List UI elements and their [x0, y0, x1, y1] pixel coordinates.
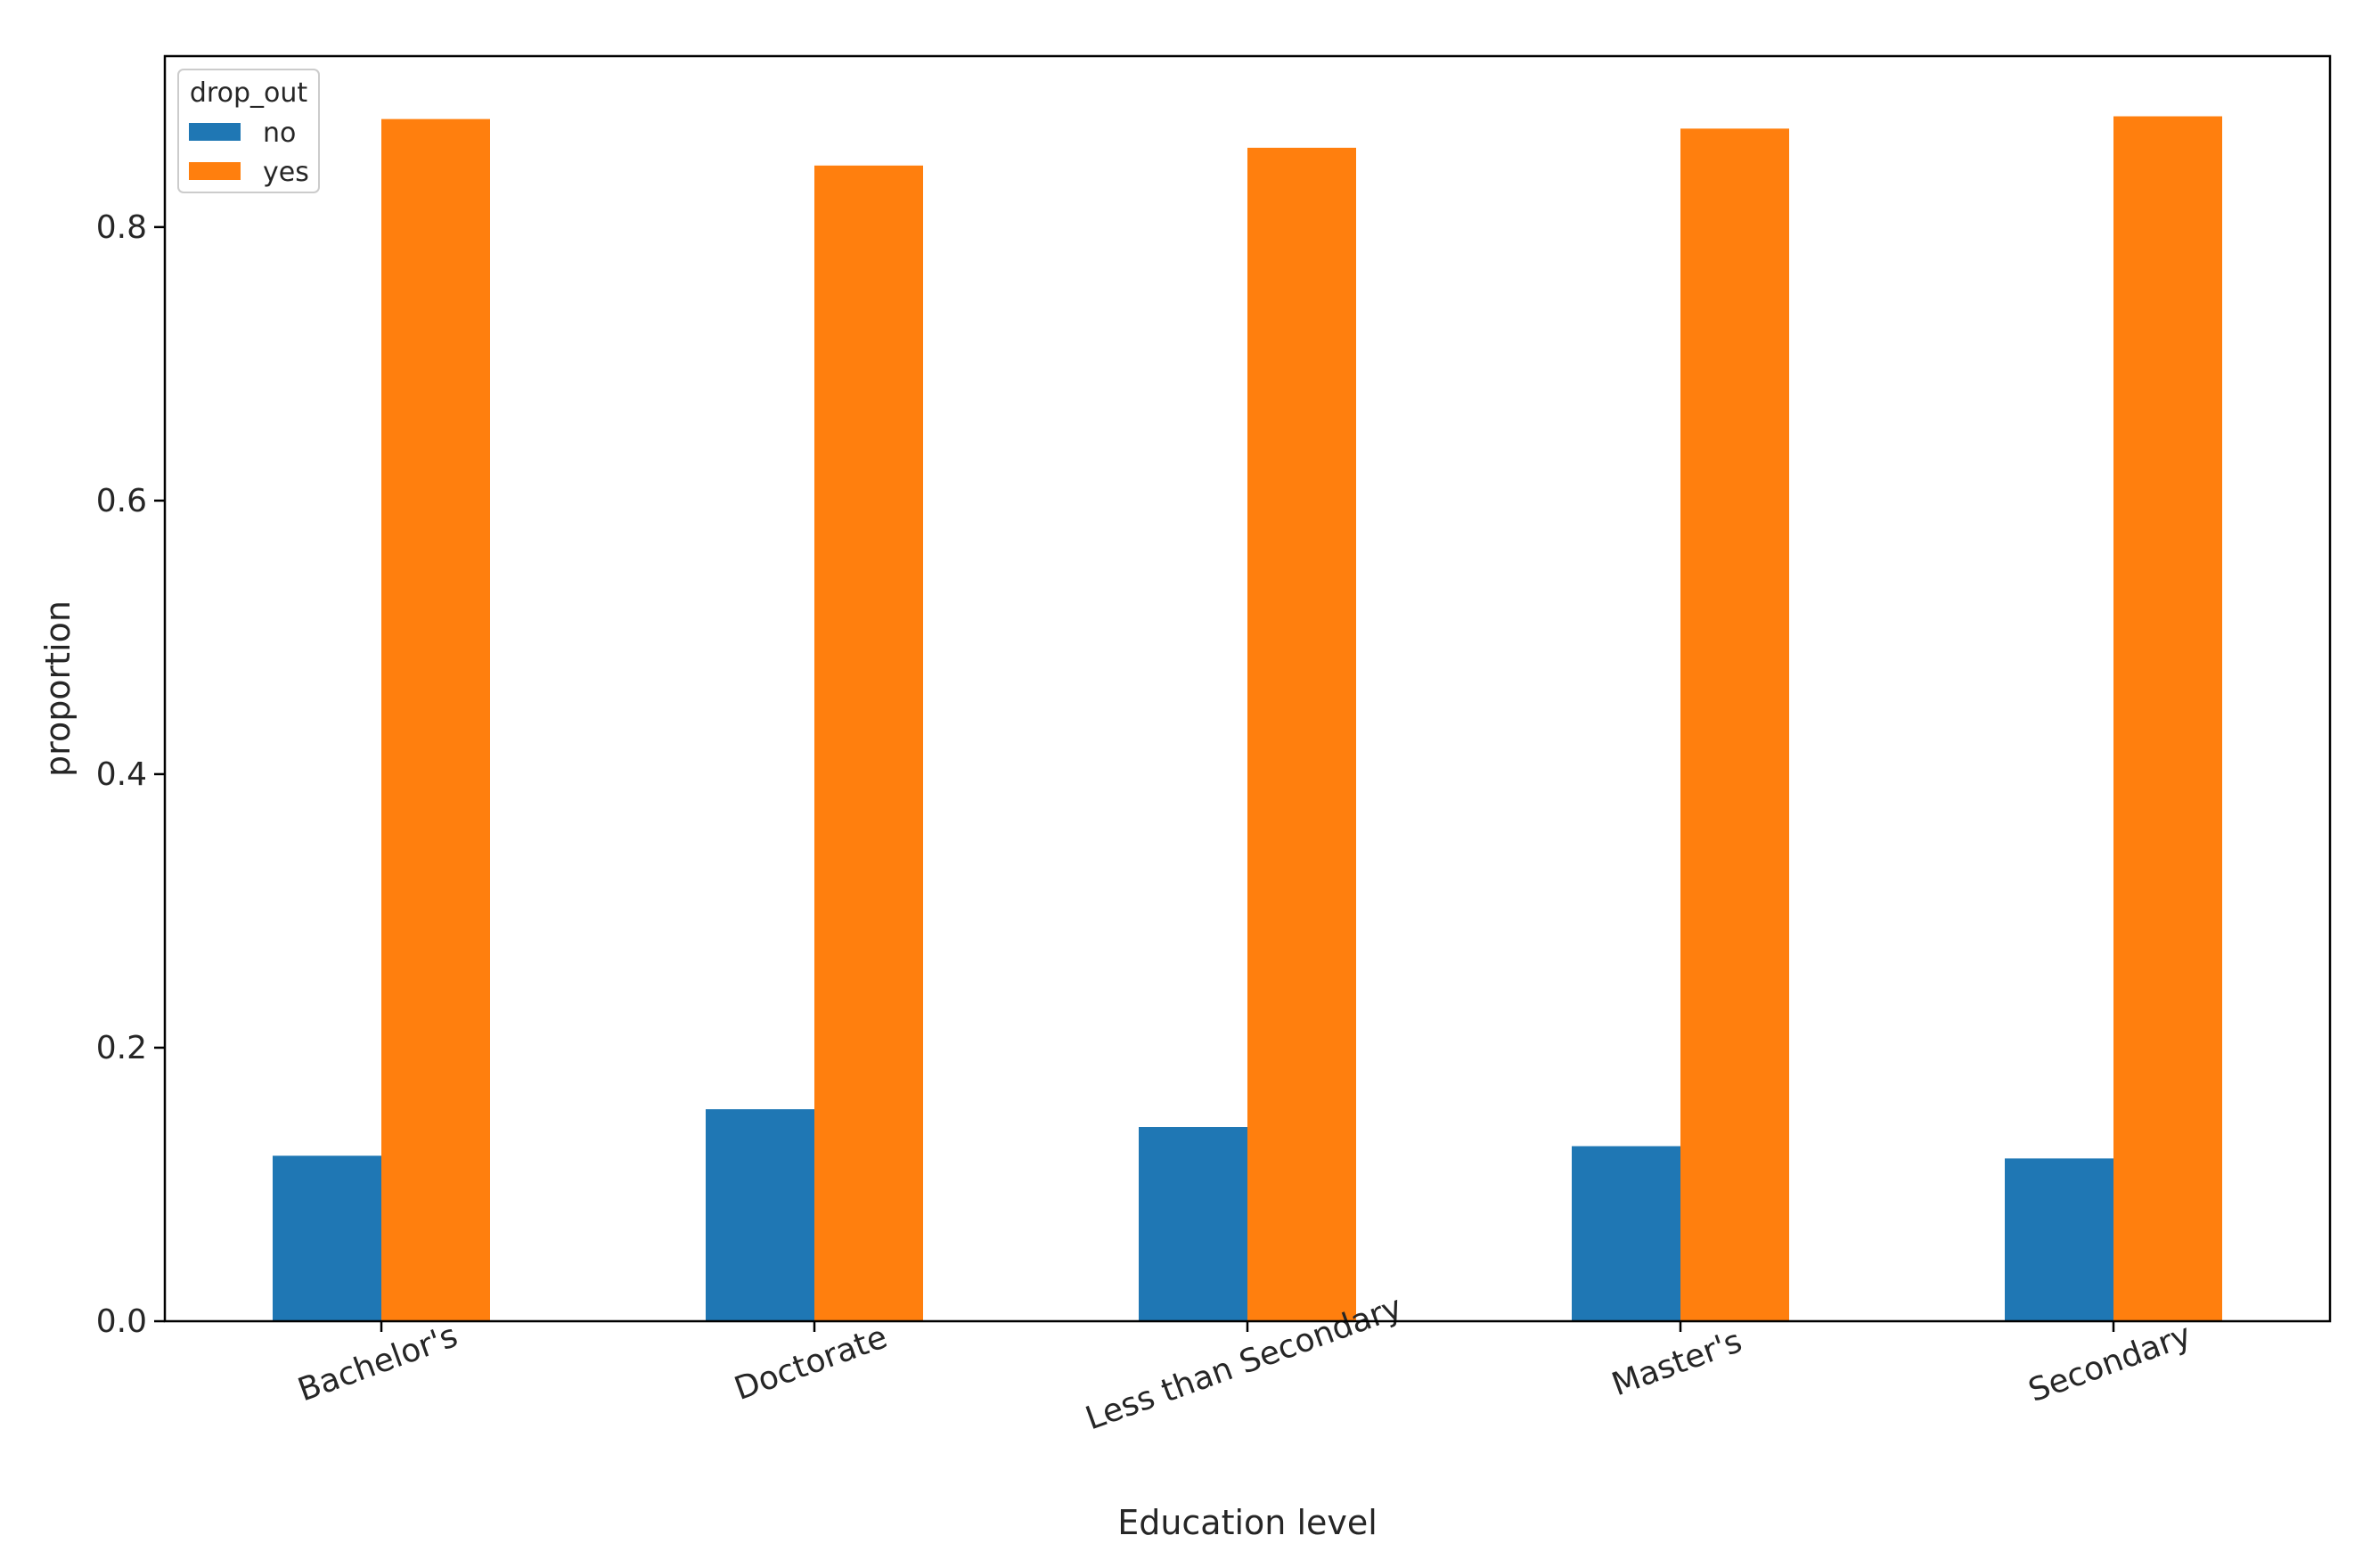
legend: drop_out no yes: [177, 69, 320, 193]
y-tick-label-1: 0.2: [96, 1030, 147, 1066]
bar-yes-4: [2113, 116, 2222, 1322]
y-tick-label-0: 0.0: [96, 1303, 147, 1340]
legend-box: [177, 69, 320, 193]
bar-no-0: [273, 1156, 381, 1321]
bar-no-3: [1572, 1146, 1680, 1321]
bar-yes-1: [814, 165, 923, 1322]
x-tick-label-0: Bachelor's: [293, 1318, 462, 1409]
legend-title: drop_out: [190, 78, 307, 109]
legend-swatch-yes: [189, 162, 241, 180]
y-tick-label-2: 0.4: [96, 756, 147, 793]
y-tick-label-4: 0.8: [96, 209, 147, 246]
x-tick-label-3: Master's: [1607, 1323, 1746, 1403]
plot-frame: [163, 54, 2332, 1323]
y-tick-label-3: 0.6: [96, 483, 147, 519]
bar-yes-2: [1247, 147, 1356, 1322]
legend-label-yes: yes: [263, 157, 309, 188]
x-tick-label-4: Secondary: [2023, 1317, 2195, 1409]
y-axis: 0.0 0.2 0.4 0.6 0.8: [96, 209, 165, 1340]
legend-items: no yes: [189, 118, 309, 188]
y-axis-label: proportion: [38, 600, 78, 777]
x-tick-label-1: Doctorate: [730, 1319, 892, 1408]
x-axis-label: Education level: [1117, 1503, 1378, 1542]
legend-label-no: no: [263, 118, 296, 149]
bars-group: [273, 116, 2222, 1322]
bar-no-4: [2005, 1158, 2113, 1321]
bar-no-2: [1139, 1127, 1247, 1321]
bar-yes-0: [381, 118, 490, 1321]
bar-yes-3: [1680, 128, 1789, 1321]
legend-swatch-no: [189, 123, 241, 141]
bar-no-1: [706, 1109, 814, 1321]
